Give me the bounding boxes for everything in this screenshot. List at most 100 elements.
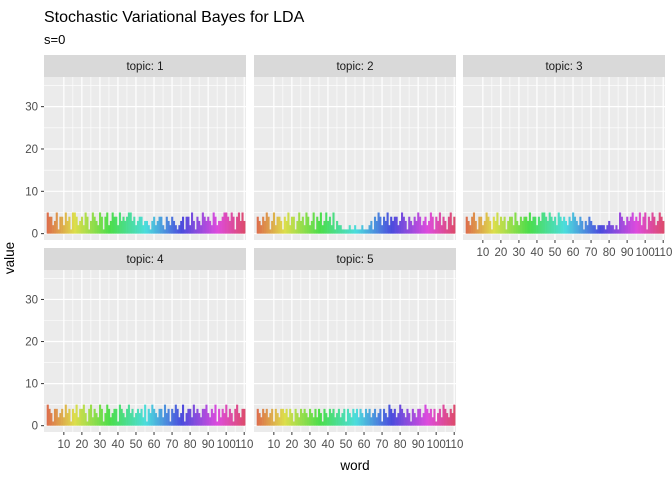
bar [348,413,351,426]
bar [426,408,429,426]
bar [323,408,326,426]
bar [225,212,228,234]
bar [153,408,156,426]
bar [187,408,190,426]
bar [363,229,366,234]
bar [499,216,503,234]
bar [292,216,295,234]
bar [307,216,310,234]
bar [219,417,222,426]
bar [339,417,342,426]
bar [476,229,479,234]
bar [615,225,618,234]
bar [124,220,127,234]
bar [428,220,431,234]
bar [263,413,267,426]
x-tick-label: 100 [636,247,655,259]
bar [419,216,422,234]
bar [82,404,85,426]
bar [433,408,436,426]
bar [431,417,434,426]
bar [91,212,94,234]
bar [613,229,616,234]
x-tick-label: 100 [427,439,446,451]
bar [144,220,147,234]
bar [321,421,324,426]
bar [205,404,208,426]
facet-strip-label: topic: 3 [545,61,582,73]
bar [68,408,71,426]
bar [172,220,176,234]
bar [167,220,170,234]
bar [631,212,634,234]
x-tick-label: 80 [603,247,616,259]
bar [209,417,212,426]
bar [655,225,658,234]
bar [294,229,297,234]
x-tick-label: 70 [166,439,179,451]
x-tick-label: 50 [549,247,562,259]
bar [523,216,526,234]
bar [399,404,402,426]
bar [368,225,371,234]
bar [519,216,522,234]
bar [507,220,510,234]
bar [52,225,55,234]
bar [591,225,595,234]
bar [343,229,346,234]
bar [305,413,308,426]
bar [325,413,328,426]
bar [271,408,274,426]
bar [628,220,631,234]
bar [516,220,519,234]
bar [207,216,210,234]
bar [310,220,313,234]
bar [285,220,288,234]
bar [508,216,512,234]
bar [239,220,242,234]
bar [285,408,288,426]
bar [108,408,111,426]
bar [361,225,364,234]
bar [234,229,237,234]
bar [278,216,281,234]
bar [117,225,120,234]
bar [545,216,548,234]
bar [332,212,335,234]
bar [319,413,322,426]
bar [299,220,303,234]
bar [319,212,322,234]
bar [339,225,342,234]
bar [327,417,330,426]
bar [120,408,123,426]
bar [100,408,103,426]
bar [471,216,474,234]
bar [263,220,267,234]
bar [126,216,129,234]
bar [237,413,240,426]
bar [332,408,335,426]
bar [239,417,242,426]
x-tick-label: 100 [217,439,236,451]
bar [366,413,369,426]
bar [187,216,190,234]
bar [210,408,213,426]
bar [438,212,441,234]
bar [554,216,557,234]
bar [289,408,292,426]
bar [527,220,530,234]
bar [50,413,53,426]
bar [127,404,130,426]
bar [97,417,100,426]
bar [84,212,87,234]
bar [59,216,62,234]
bar [131,220,134,234]
facet-panels: topic: 1 0 10 20 30 topic: 2 topic: 3 10 20 30 40 5… [25,55,672,451]
bar [158,408,161,426]
bar [232,216,235,234]
bar [373,216,377,234]
bar [602,225,605,234]
bar [221,408,224,426]
bar [95,220,98,234]
